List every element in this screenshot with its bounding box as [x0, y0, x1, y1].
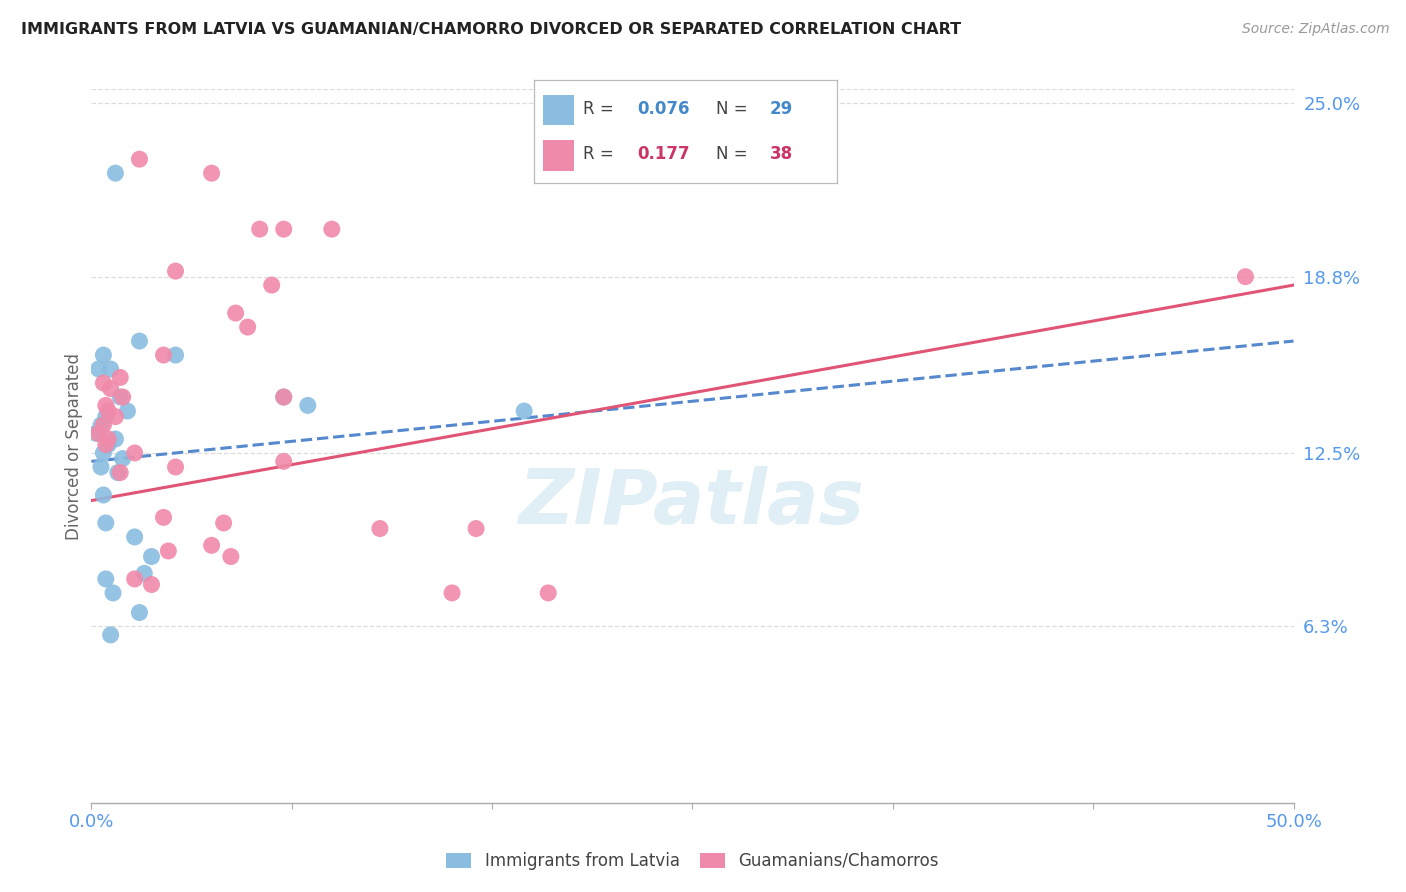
Point — [273, 390, 295, 404]
Point — [97, 432, 120, 446]
Text: 29: 29 — [770, 100, 793, 118]
Point — [273, 454, 295, 468]
Point — [93, 446, 115, 460]
Point — [124, 446, 146, 460]
Text: Source: ZipAtlas.com: Source: ZipAtlas.com — [1241, 22, 1389, 37]
Point — [84, 426, 107, 441]
Point — [100, 628, 122, 642]
Point — [93, 348, 115, 362]
Point — [104, 432, 127, 446]
Point — [87, 362, 110, 376]
Point — [93, 417, 115, 432]
Bar — [543, 95, 574, 126]
Point — [440, 586, 463, 600]
Point — [107, 466, 129, 480]
Point — [90, 460, 112, 475]
Point — [87, 426, 110, 441]
Point — [128, 606, 150, 620]
Point — [94, 437, 117, 451]
Point — [297, 399, 319, 413]
Point — [93, 488, 115, 502]
Text: 38: 38 — [770, 145, 793, 163]
Point — [157, 544, 180, 558]
Point — [110, 466, 132, 480]
Point — [165, 348, 187, 362]
Point — [94, 409, 117, 424]
Text: N =: N = — [716, 145, 747, 163]
Point — [128, 334, 150, 348]
Text: R =: R = — [582, 145, 613, 163]
Point — [152, 348, 174, 362]
Point — [249, 222, 271, 236]
Point — [128, 152, 150, 166]
Point — [465, 522, 488, 536]
Point — [165, 264, 187, 278]
Point — [141, 577, 163, 591]
Point — [212, 516, 235, 530]
Text: N =: N = — [716, 100, 747, 118]
Point — [100, 362, 122, 376]
Text: 0.076: 0.076 — [637, 100, 689, 118]
Point — [260, 278, 283, 293]
Text: IMMIGRANTS FROM LATVIA VS GUAMANIAN/CHAMORRO DIVORCED OR SEPARATED CORRELATION C: IMMIGRANTS FROM LATVIA VS GUAMANIAN/CHAM… — [21, 22, 962, 37]
Point — [321, 222, 343, 236]
Y-axis label: Divorced or Separated: Divorced or Separated — [65, 352, 83, 540]
Point — [111, 451, 134, 466]
Point — [97, 437, 120, 451]
Text: ZIPatlas: ZIPatlas — [519, 467, 866, 540]
Point — [200, 538, 222, 552]
Point — [97, 404, 120, 418]
Point — [368, 522, 391, 536]
Point — [537, 586, 560, 600]
Point — [93, 376, 115, 390]
Point — [134, 566, 156, 581]
Text: 0.177: 0.177 — [637, 145, 690, 163]
Point — [124, 530, 146, 544]
Point — [219, 549, 242, 564]
Point — [110, 390, 132, 404]
Point — [236, 320, 259, 334]
Legend: Immigrants from Latvia, Guamanians/Chamorros: Immigrants from Latvia, Guamanians/Chamo… — [440, 846, 945, 877]
Point — [225, 306, 247, 320]
Point — [124, 572, 146, 586]
Point — [273, 222, 295, 236]
Point — [152, 510, 174, 524]
Point — [90, 417, 112, 432]
Point — [94, 399, 117, 413]
Point — [101, 586, 124, 600]
Point — [200, 166, 222, 180]
Point — [273, 390, 295, 404]
Point — [117, 404, 139, 418]
Point — [104, 409, 127, 424]
Point — [111, 390, 134, 404]
Point — [94, 516, 117, 530]
Point — [513, 404, 536, 418]
Text: R =: R = — [582, 100, 613, 118]
Point — [1234, 269, 1257, 284]
Bar — [543, 140, 574, 170]
Point — [141, 549, 163, 564]
Point — [104, 166, 127, 180]
Point — [165, 460, 187, 475]
Point — [110, 370, 132, 384]
Point — [94, 572, 117, 586]
Point — [100, 382, 122, 396]
